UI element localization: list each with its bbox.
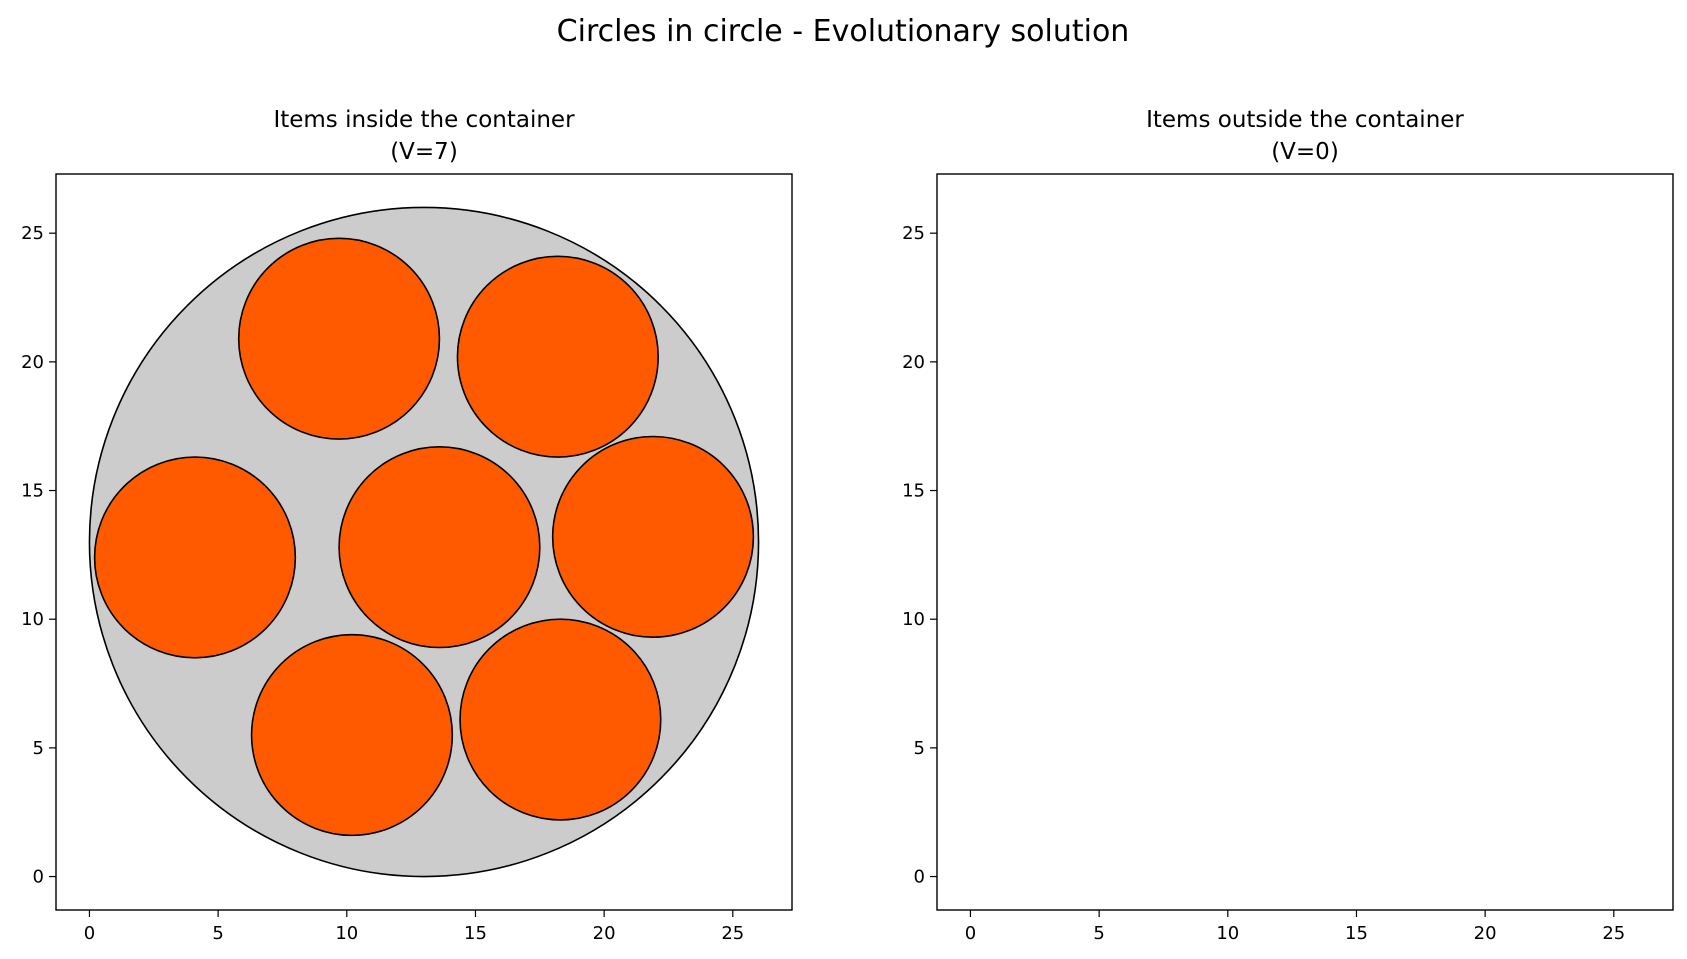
y-tick-label: 0	[33, 867, 44, 888]
item-circle	[237, 237, 441, 440]
plot-area	[55, 173, 793, 911]
x-tick-label: 0	[84, 923, 95, 944]
x-tick-label: 0	[965, 923, 976, 944]
x-tick-label: 5	[1093, 923, 1104, 944]
y-tick-label: 5	[914, 738, 925, 759]
y-tick-label: 20	[21, 352, 44, 373]
subplot-inside: Items inside the container (V=7) 0 5 10 15 2…	[21, 107, 793, 944]
x-tick-label: 10	[335, 923, 358, 944]
x-tick-label: 25	[721, 923, 744, 944]
axis-ticks: 0 5 10 15 20 25 0 5 10 15 20 25	[902, 223, 1625, 944]
subplot-title-line2: (V=0)	[1271, 139, 1339, 165]
y-tick-label: 5	[33, 738, 44, 759]
y-tick-label: 25	[902, 223, 925, 244]
y-tick-label: 10	[902, 609, 925, 630]
item-circle	[250, 633, 454, 837]
x-tick-label: 10	[1216, 923, 1239, 944]
subplot-outside: Items outside the container (V=0) 0 5 10 15…	[902, 107, 1674, 944]
subplot-title-line1: Items outside the container	[1146, 107, 1464, 133]
subplot-title-line2: (V=7)	[390, 139, 458, 165]
axis-ticks: 0 5 10 15 20 25 0 5 10 15 20 25	[21, 223, 744, 944]
item-circle	[456, 255, 659, 458]
y-tick-label: 15	[21, 481, 44, 502]
item-circle	[93, 456, 297, 659]
x-tick-label: 20	[593, 923, 616, 944]
plot-area	[936, 173, 1674, 911]
item-circle	[459, 618, 662, 821]
y-tick-label: 15	[902, 481, 925, 502]
y-tick-label: 25	[21, 223, 44, 244]
y-tick-label: 0	[914, 867, 925, 888]
circle-layer	[88, 206, 760, 878]
item-circle	[338, 445, 541, 649]
x-tick-label: 5	[212, 923, 223, 944]
figure-title: Circles in circle - Evolutionary solutio…	[557, 14, 1130, 49]
x-tick-label: 15	[1345, 923, 1368, 944]
x-tick-label: 25	[1602, 923, 1625, 944]
y-tick-label: 10	[21, 609, 44, 630]
item-circle	[551, 435, 755, 639]
x-tick-label: 15	[464, 923, 487, 944]
y-tick-label: 20	[902, 352, 925, 373]
subplot-title-line1: Items inside the container	[273, 107, 575, 133]
x-tick-label: 20	[1474, 923, 1497, 944]
